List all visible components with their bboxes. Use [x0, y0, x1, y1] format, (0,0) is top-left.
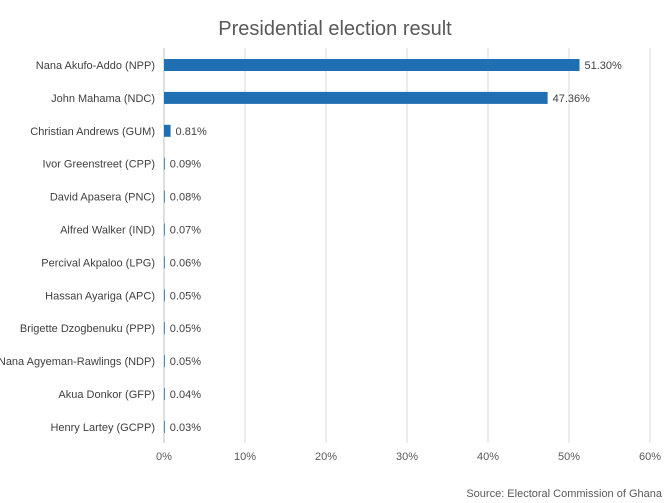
category-label: Akua Donkor (GFP) — [58, 389, 155, 401]
bar — [164, 223, 165, 236]
source-note: Source: Electoral Commission of Ghana — [466, 488, 663, 500]
x-tick-label: 60% — [639, 451, 661, 463]
data-label: 0.03% — [170, 422, 201, 434]
data-label: 0.05% — [170, 323, 201, 335]
bar — [164, 190, 165, 203]
data-label: 0.08% — [170, 192, 201, 204]
category-label: Nana Akufo-Addo (NPP) — [36, 60, 155, 72]
category-label: Brigette Dzogbenuku (PPP) — [20, 323, 155, 335]
data-label: 0.06% — [170, 257, 201, 269]
data-label: 0.09% — [170, 159, 201, 171]
bar — [164, 256, 165, 269]
bars — [164, 59, 580, 433]
bar — [164, 420, 165, 433]
data-label: 47.36% — [553, 93, 591, 105]
x-tick-label: 0% — [156, 451, 172, 463]
x-axis-tick-labels: 0% 10% 20% 30% 40% 50% 60% — [156, 451, 661, 463]
data-label: 0.07% — [170, 225, 201, 237]
category-label: Percival Akpaloo (LPG) — [41, 257, 155, 269]
bar — [164, 91, 548, 104]
data-label: 0.05% — [170, 356, 201, 368]
data-label: 0.05% — [170, 290, 201, 302]
category-label: Henry Lartey (GCPP) — [50, 422, 155, 434]
bar — [164, 355, 165, 368]
category-labels: Nana Akufo-Addo (NPP) John Mahama (NDC) Ch… — [0, 60, 155, 434]
category-label: Hassan Ayariga (APC) — [45, 290, 155, 302]
category-label: Christian Andrews (GUM) — [30, 126, 155, 138]
bar — [164, 124, 171, 137]
bar — [164, 388, 165, 400]
gridlines — [163, 48, 651, 443]
data-label: 0.04% — [170, 389, 201, 401]
bar — [164, 289, 165, 302]
x-tick-label: 30% — [396, 451, 418, 463]
x-tick-label: 10% — [234, 451, 256, 463]
category-label: Alfred Walker (IND) — [60, 225, 155, 237]
data-label: 0.81% — [176, 126, 207, 138]
category-label: Ivor Greenstreet (CPP) — [43, 159, 155, 171]
x-tick-label: 40% — [477, 451, 499, 463]
category-label: Nana Agyeman-Rawlings (NDP) — [0, 356, 155, 368]
chart-title: Presidential election result — [218, 18, 452, 40]
bar — [164, 59, 580, 71]
category-label: David Apasera (PNC) — [50, 192, 155, 204]
bar — [164, 157, 165, 170]
data-labels: 51.30% 47.36% 0.81% 0.09% 0.08% 0.07% 0.06% 0.0… — [170, 60, 622, 434]
category-label: John Mahama (NDC) — [51, 93, 155, 105]
x-tick-label: 20% — [315, 451, 337, 463]
data-label: 51.30% — [585, 60, 623, 72]
x-tick-label: 50% — [558, 451, 580, 463]
bar — [164, 322, 165, 335]
